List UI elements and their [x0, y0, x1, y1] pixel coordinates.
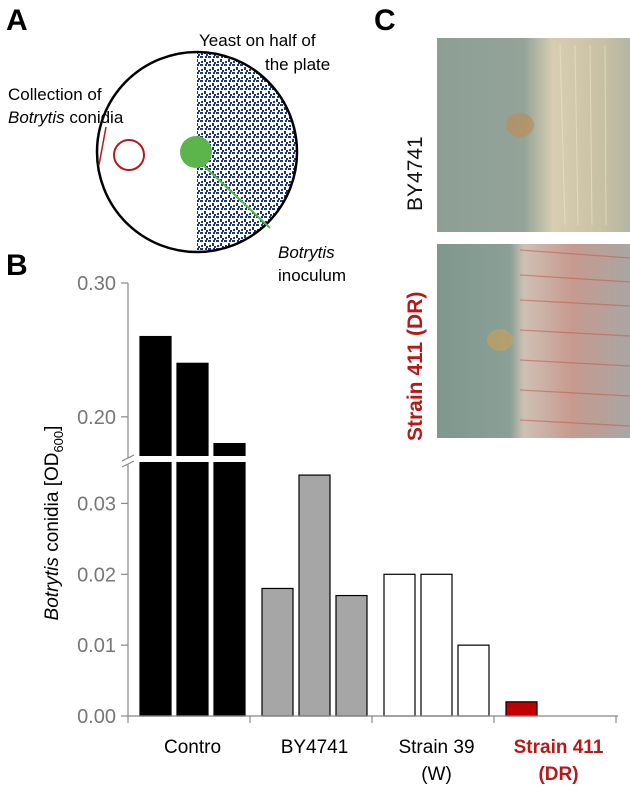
- x-tick-label: Contro: [164, 737, 221, 758]
- collection-label-line2: Botrytis conidia: [8, 108, 124, 127]
- bar-chart: Contro BY4741 Strain 39 (W) Strain 411 (DR) 0.…: [77, 273, 618, 785]
- photo-label-strain411: Strain 411 (DR): [404, 291, 427, 441]
- bar: [420, 573, 453, 717]
- y-tick-label: 0.03: [77, 493, 116, 515]
- x-tick-label: BY4741: [281, 737, 349, 758]
- bar: [335, 594, 368, 717]
- panel-label-a: A: [6, 4, 28, 37]
- inoculum-pointer: [202, 164, 271, 229]
- plate-schematic: Yeast on half of the plate Collection of…: [8, 31, 346, 285]
- bar: [139, 335, 172, 717]
- axis-break-gap: [125, 456, 257, 462]
- panel-label-c: C: [374, 4, 396, 37]
- collection-pointer: [98, 126, 107, 166]
- x-tick-label-line2: (DR): [538, 764, 578, 785]
- y-tick-label: 0.01: [77, 635, 116, 657]
- bar: [383, 573, 416, 717]
- yeast-half: [197, 52, 297, 252]
- botrytis-inoculum-dot: [180, 136, 212, 168]
- bar: [505, 701, 538, 717]
- collection-circle: [113, 139, 145, 171]
- photo-label-by4741: BY4741: [404, 136, 427, 211]
- x-tick-label: Strain 411: [514, 737, 604, 758]
- y-tick-label: 0.00: [77, 706, 116, 728]
- plate-outline: [95, 50, 299, 254]
- y-axis-label: Botrytis conidia [OD600]: [42, 426, 66, 621]
- bar: [261, 587, 294, 717]
- panel-label-b: B: [6, 249, 28, 282]
- axis-break-mark: [121, 460, 135, 468]
- inoculum-label-line1: Botrytis: [278, 243, 335, 262]
- photo-strain411: [437, 244, 630, 438]
- bar: [457, 644, 490, 717]
- yeast-label-line1: Yeast on half of: [199, 31, 316, 50]
- bar: [298, 474, 331, 717]
- inoculum-label-line2: inoculum: [278, 266, 346, 285]
- axis-break-mark: [121, 454, 135, 462]
- x-tick-label: Strain 39: [398, 737, 474, 758]
- bar: [213, 443, 246, 717]
- bar: [176, 362, 209, 717]
- photo-by4741: [437, 38, 630, 232]
- collection-label-line1: Collection of: [8, 85, 102, 104]
- x-tick-label-line2: (W): [421, 764, 452, 785]
- y-tick-label: 0.02: [77, 564, 116, 586]
- y-tick-label: 0.30: [77, 273, 116, 295]
- y-tick-label: 0.20: [77, 407, 116, 429]
- yeast-label-line2: the plate: [265, 55, 330, 74]
